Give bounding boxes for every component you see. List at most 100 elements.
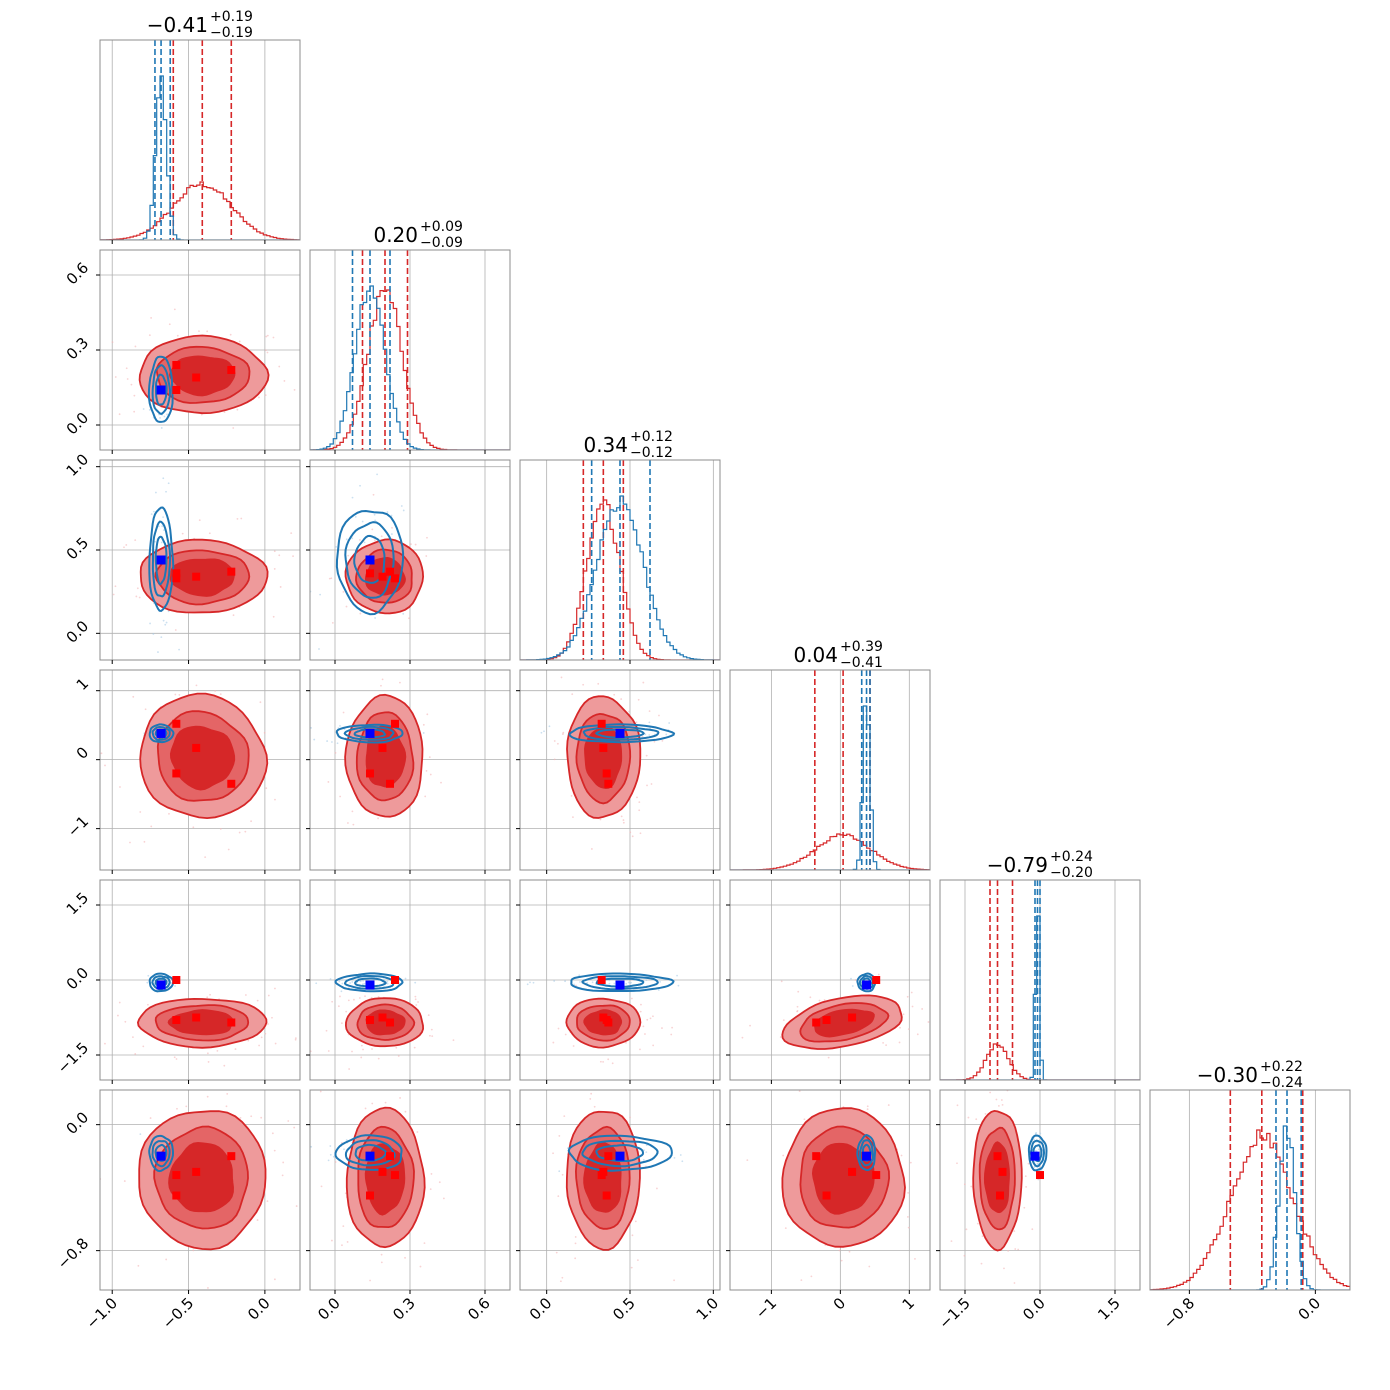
- red-sample-point: [638, 801, 641, 804]
- red-sample-point: [293, 1126, 296, 1129]
- red-sample-point: [797, 990, 800, 993]
- blue-marker: [156, 1151, 166, 1161]
- red-sample-point: [899, 1026, 901, 1029]
- red-sample-point: [404, 1256, 406, 1259]
- red-sample-point: [784, 1074, 786, 1076]
- blue-sample-point: [315, 982, 318, 985]
- blue-sample-point: [608, 982, 611, 985]
- contour-panel-5-1: 0.0 0.3 0.6: [306, 1089, 511, 1324]
- red-marker: [172, 719, 181, 728]
- blue-sample-point: [386, 982, 389, 985]
- red-sample-point: [207, 1287, 209, 1289]
- red-sample-point: [574, 1257, 577, 1260]
- red-sample-point: [590, 1092, 593, 1095]
- red-sample-point: [375, 1291, 377, 1293]
- red-sample-point: [328, 577, 331, 580]
- red-marker: [872, 976, 881, 984]
- histogram-panel-4: −0.79 +0.24−0.20: [939, 849, 1141, 1084]
- blue-marker: [365, 728, 375, 738]
- blue-contour: [353, 728, 387, 739]
- red-sample-point: [887, 1104, 890, 1106]
- red-sample-point: [557, 1195, 560, 1198]
- red-sample-point: [914, 1257, 916, 1260]
- blue-sample-point: [345, 538, 348, 541]
- blue-sample-point: [1034, 1132, 1037, 1135]
- blue-marker: [365, 1151, 375, 1161]
- blue-sample-point: [149, 622, 151, 625]
- blue-contour: [581, 975, 659, 991]
- red-sample-point: [360, 1044, 363, 1047]
- blue-sample-point: [154, 540, 156, 543]
- red-sample-point: [817, 1305, 819, 1307]
- histogram-title-minus: −0.20: [1050, 865, 1093, 881]
- red-sample-point: [380, 1253, 383, 1256]
- histogram-title-plus: +0.24: [1050, 849, 1093, 865]
- red-sample-point: [572, 1045, 575, 1047]
- red-sample-point: [198, 519, 201, 522]
- red-sample-point: [303, 737, 305, 739]
- red-sample-point: [232, 427, 235, 429]
- red-sample-point: [1023, 1206, 1026, 1209]
- red-sample-point: [656, 1187, 658, 1190]
- y-tick-label: 0.5: [63, 534, 93, 564]
- red-sample-point: [1014, 1248, 1017, 1250]
- red-sample-point: [868, 1265, 871, 1268]
- red-sample-point: [916, 1033, 919, 1036]
- red-sample-point: [238, 340, 241, 343]
- blue-histogram: [310, 285, 510, 450]
- blue-contour: [858, 1139, 874, 1167]
- red-sample-point: [353, 998, 355, 1001]
- red-sample-point: [326, 1190, 328, 1192]
- red-sample-point: [557, 1027, 560, 1030]
- x-tick-label: 0.0: [1295, 1294, 1325, 1324]
- red-sample-point: [234, 1048, 237, 1050]
- red-sample-point: [907, 1028, 910, 1031]
- red-sample-point: [1001, 1103, 1004, 1106]
- red-sample-point: [359, 612, 362, 615]
- red-sample-point: [240, 517, 243, 520]
- histogram-title-value: 0.20: [373, 223, 418, 247]
- red-sample-point: [635, 721, 638, 724]
- blue-sample-point: [155, 491, 157, 494]
- red-sample-point: [428, 756, 431, 759]
- x-tick-label: 0.0: [526, 1294, 556, 1324]
- red-sample-point: [866, 1108, 869, 1111]
- blue-sample-point: [163, 415, 166, 418]
- red-marker: [848, 1167, 857, 1176]
- red-sample-point: [168, 323, 171, 326]
- red-sample-point: [322, 583, 324, 585]
- red-sample-point: [206, 1052, 209, 1055]
- blue-histogram: [730, 705, 930, 870]
- red-sample-point: [649, 1017, 652, 1020]
- blue-sample-point: [331, 741, 333, 743]
- red-sample-point: [100, 752, 103, 755]
- blue-sample-point: [318, 648, 320, 650]
- red-marker: [812, 1152, 821, 1161]
- red-histogram: [940, 1043, 1140, 1080]
- blue-sample-point: [329, 1153, 332, 1156]
- red-histogram: [730, 833, 930, 870]
- blue-sample-point: [414, 981, 417, 984]
- blue-sample-point: [152, 633, 155, 635]
- red-sample-point: [214, 690, 216, 692]
- blue-sample-point: [1037, 1178, 1040, 1181]
- red-sample-point: [391, 526, 393, 529]
- red-sample-point: [981, 1235, 984, 1238]
- blue-sample-point: [374, 617, 376, 619]
- blue-sample-point: [386, 511, 389, 513]
- red-sample-point: [630, 1266, 633, 1269]
- panel-frame: [519, 669, 721, 871]
- blue-sample-point: [665, 733, 668, 736]
- y-tick-label: −0.8: [54, 1234, 92, 1272]
- red-sample-point: [129, 841, 131, 844]
- blue-sample-point: [613, 982, 616, 985]
- red-sample-point: [599, 818, 602, 821]
- red-sample-point: [287, 1120, 290, 1122]
- red-sample-point: [114, 585, 117, 588]
- blue-contour: [151, 364, 171, 415]
- red-sample-point: [963, 1183, 966, 1186]
- y-tick-label: 0.6: [63, 259, 93, 289]
- red-sample-point: [132, 1036, 134, 1039]
- blue-sample-point: [340, 990, 343, 993]
- blue-sample-point: [310, 726, 312, 729]
